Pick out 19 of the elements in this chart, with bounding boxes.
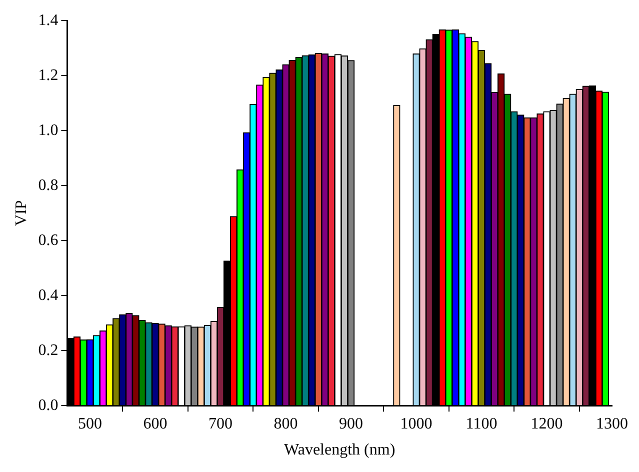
x-axis-title: Wavelength (nm)	[284, 442, 396, 459]
y-tick-label: 0.0	[38, 396, 58, 414]
y-tick-label: 0.4	[38, 286, 58, 304]
y-tick-label: 0.2	[38, 342, 58, 359]
x-tick-label: 500	[78, 415, 102, 432]
x-tick-label: 600	[143, 415, 168, 432]
x-tick-label: 1000	[400, 415, 432, 432]
y-tick-label: 1.4	[38, 12, 58, 29]
x-tick-label: 1100	[466, 415, 498, 432]
x-tick-label: 800	[274, 415, 298, 432]
y-axis-title: VIP	[12, 200, 30, 226]
x-tick-label: 1200	[530, 415, 563, 432]
x-tick-label: 700	[208, 415, 233, 432]
x-tick-label: 900	[339, 415, 364, 432]
y-tick-label: 0.8	[38, 176, 58, 194]
x-tick-label: 1300	[596, 415, 628, 432]
y-tick-label: 0.6	[38, 232, 58, 249]
y-tick-label: 1.0	[38, 122, 58, 139]
y-tick-label: 1.2	[38, 66, 58, 84]
